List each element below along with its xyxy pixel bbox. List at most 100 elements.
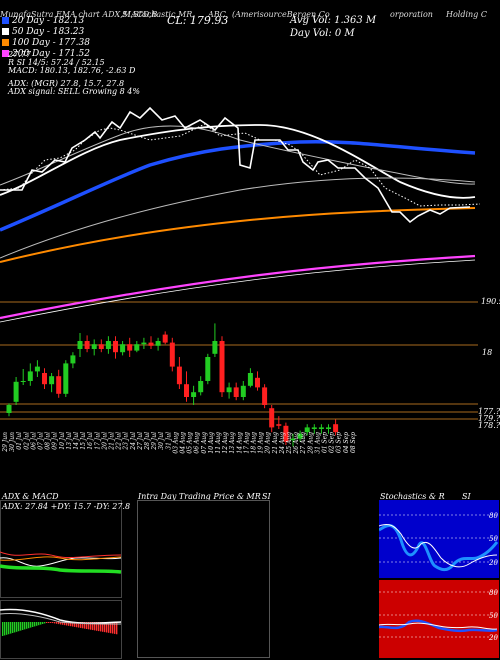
candle-body: [20, 381, 26, 382]
macd-histogram-bar: [94, 622, 96, 631]
rsi-bg: [379, 580, 499, 658]
close-price-line: [0, 106, 471, 224]
macd-histogram-bar: [56, 622, 58, 624]
macd-histogram-bar: [70, 622, 72, 627]
legend-swatch-200: [2, 50, 9, 57]
x-date-label: 01 Jul: [16, 432, 23, 450]
x-date-label: 17 Jul: [94, 432, 101, 450]
x-date-label: 18 Aug: [251, 432, 258, 454]
rsi-tick-20: 20: [488, 634, 498, 642]
x-date-label: 30 Jun: [9, 432, 16, 452]
x-date-label: 22 Jul: [116, 432, 123, 451]
legend-ema-20: 20 Day - 182.13: [2, 16, 84, 26]
macd-histogram-bar: [78, 622, 80, 628]
x-date-label: 29 Jun: [2, 432, 9, 453]
candle-body: [212, 341, 218, 354]
macd-histogram-bar: [68, 622, 70, 626]
macd-histogram-bar: [96, 622, 98, 631]
stochastics-panel: 80 50 20: [379, 500, 499, 578]
x-date-label: 14 Jul: [73, 432, 80, 450]
x-date-label: 05 Aug: [187, 432, 194, 454]
candle-body: [134, 344, 140, 351]
indicator-stoch-k: 27.77: [8, 50, 31, 59]
x-date-label: 20 Aug: [265, 432, 272, 455]
candle-body: [49, 376, 55, 385]
candlestick-series: [6, 323, 339, 447]
macd-histogram-bar: [14, 622, 16, 633]
macd-histogram-bar: [46, 622, 48, 623]
legend-ema-50: 50 Day - 183.23: [2, 27, 84, 37]
legend-ema-100: 100 Day - 177.38: [2, 38, 90, 48]
x-date-label: 04 Aug: [180, 432, 187, 454]
macd-histogram-bar: [66, 622, 68, 626]
adx-panel-frame: [0, 500, 122, 598]
macd-histogram-bar: [26, 622, 28, 629]
ema-20-line: [0, 139, 476, 232]
macd-histogram-bar: [50, 622, 52, 623]
stochastics-bg: [379, 500, 499, 578]
macd-histogram-bar: [80, 622, 82, 628]
macd-histogram-bar: [12, 622, 14, 633]
x-axis-date-labels: 29 Jun 30 Jun 01 Jul 02 Jul 06 Jul 07 Jul 08 J…: [2, 432, 357, 455]
macd-histogram-bar: [48, 622, 50, 623]
x-date-label: 14 Aug: [236, 432, 243, 454]
candle-body: [56, 376, 62, 394]
candle-body: [176, 366, 182, 385]
candle-body: [77, 341, 83, 349]
macd-histogram-bar: [6, 622, 8, 635]
rsi-tick-50: 50: [489, 612, 498, 620]
candle-body: [98, 344, 104, 349]
x-date-label: 20 Jul: [101, 432, 108, 451]
macd-histogram-bar: [44, 622, 46, 624]
macd-histogram-bar: [86, 622, 88, 629]
stoch-tick-20: 20: [488, 559, 498, 567]
stoch-tick-50: 50: [489, 535, 498, 543]
ema-100-line: [0, 207, 476, 263]
macd-histogram-bar: [28, 622, 30, 629]
macd-histogram-bar: [36, 622, 38, 626]
legend-swatch-20: [2, 17, 9, 24]
candle-body: [219, 341, 225, 393]
candle-body: [113, 341, 118, 353]
header-day-volume: Day Vol: 0 M: [290, 28, 355, 39]
macd-histogram-bar: [112, 622, 114, 634]
candle-body: [311, 427, 317, 429]
x-date-label: 27 Jul: [137, 432, 144, 451]
candle-body: [141, 342, 147, 345]
macd-histogram-bar: [92, 622, 94, 631]
macd-histogram-bar: [110, 622, 112, 634]
macd-histogram-bar: [74, 622, 76, 627]
x-date-label: 02 Sep: [329, 432, 336, 453]
macd-histogram-bar: [104, 622, 106, 633]
x-date-label: 27 Aug: [300, 432, 307, 455]
macd-histogram-bar: [84, 622, 86, 629]
x-date-label: 13 Aug: [229, 432, 236, 454]
candle-body: [120, 344, 126, 353]
macd-histogram-bar: [38, 622, 40, 626]
legend-swatch-100: [2, 39, 9, 46]
candle-body: [233, 387, 239, 397]
candle-body: [13, 381, 19, 402]
macd-histogram-bar: [20, 622, 22, 631]
macd-histogram-bar: [72, 622, 74, 627]
macd-histogram-bar: [4, 622, 6, 636]
price-label-low-3: 178.??: [478, 421, 500, 430]
candle-body: [27, 371, 33, 381]
macd-histogram-bar: [34, 622, 36, 627]
ema-200-band: [0, 259, 476, 323]
candle-body: [105, 341, 111, 349]
x-date-label: 24 Aug: [279, 432, 286, 455]
price-label-low-2: 179.??: [478, 414, 500, 423]
candle-body: [255, 377, 260, 388]
macd-histogram-bar: [58, 622, 60, 625]
stochastics-si-label: SI: [462, 492, 471, 501]
x-date-label: 07 Jul: [38, 432, 45, 450]
candle-body: [318, 427, 324, 429]
x-date-label: 23 Jul: [123, 432, 130, 451]
candle-body: [262, 387, 268, 405]
x-date-label: 10 Jul: [59, 432, 66, 450]
header-avg-volume: Avg Vol: 1.363 M: [290, 15, 377, 26]
candle-body: [70, 355, 76, 364]
candle-body: [297, 433, 303, 439]
